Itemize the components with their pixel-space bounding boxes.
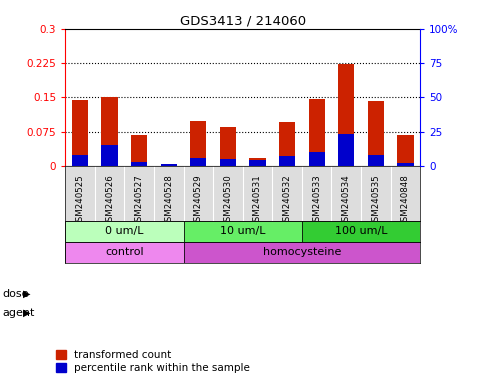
Bar — [184, 242, 420, 263]
Bar — [302, 221, 420, 242]
Text: GSM240530: GSM240530 — [224, 174, 232, 227]
Bar — [65, 242, 184, 263]
Bar — [220, 127, 236, 166]
Bar — [279, 122, 295, 166]
Bar — [398, 163, 413, 166]
Text: GSM240531: GSM240531 — [253, 174, 262, 227]
Bar — [131, 162, 147, 166]
Text: control: control — [105, 247, 143, 257]
Bar — [72, 155, 88, 166]
Text: GSM240526: GSM240526 — [105, 174, 114, 227]
Text: ▶: ▶ — [23, 308, 31, 318]
Bar — [101, 97, 118, 166]
Text: GSM240534: GSM240534 — [342, 174, 351, 227]
Legend: transformed count, percentile rank within the sample: transformed count, percentile rank withi… — [54, 348, 252, 375]
Bar — [368, 155, 384, 166]
Text: dose: dose — [2, 289, 29, 299]
Title: GDS3413 / 214060: GDS3413 / 214060 — [180, 15, 306, 28]
Bar — [184, 221, 302, 242]
Bar — [338, 134, 355, 166]
Bar — [309, 152, 325, 166]
Text: 10 um/L: 10 um/L — [220, 226, 266, 236]
Text: GSM240527: GSM240527 — [135, 174, 143, 227]
Text: GSM240525: GSM240525 — [75, 174, 85, 227]
Text: homocysteine: homocysteine — [263, 247, 341, 257]
Bar — [190, 158, 206, 166]
Text: agent: agent — [2, 308, 35, 318]
Bar — [220, 159, 236, 166]
Text: ▶: ▶ — [23, 289, 31, 299]
Bar — [101, 145, 118, 166]
Bar — [279, 156, 295, 166]
Bar — [338, 65, 355, 166]
Bar — [249, 161, 266, 166]
Bar — [65, 221, 184, 242]
Bar — [398, 135, 413, 166]
Bar — [161, 164, 177, 166]
Text: 100 um/L: 100 um/L — [335, 226, 387, 236]
Text: 0 um/L: 0 um/L — [105, 226, 143, 236]
Text: GSM240848: GSM240848 — [401, 174, 410, 227]
Bar — [190, 121, 206, 166]
Text: GSM240528: GSM240528 — [164, 174, 173, 227]
Bar — [72, 99, 88, 166]
Bar — [131, 135, 147, 166]
Text: GSM240535: GSM240535 — [371, 174, 380, 227]
Bar — [309, 99, 325, 166]
Text: GSM240533: GSM240533 — [312, 174, 321, 227]
Bar — [368, 101, 384, 166]
Text: GSM240529: GSM240529 — [194, 174, 203, 227]
Text: GSM240532: GSM240532 — [283, 174, 292, 227]
Bar — [249, 158, 266, 166]
